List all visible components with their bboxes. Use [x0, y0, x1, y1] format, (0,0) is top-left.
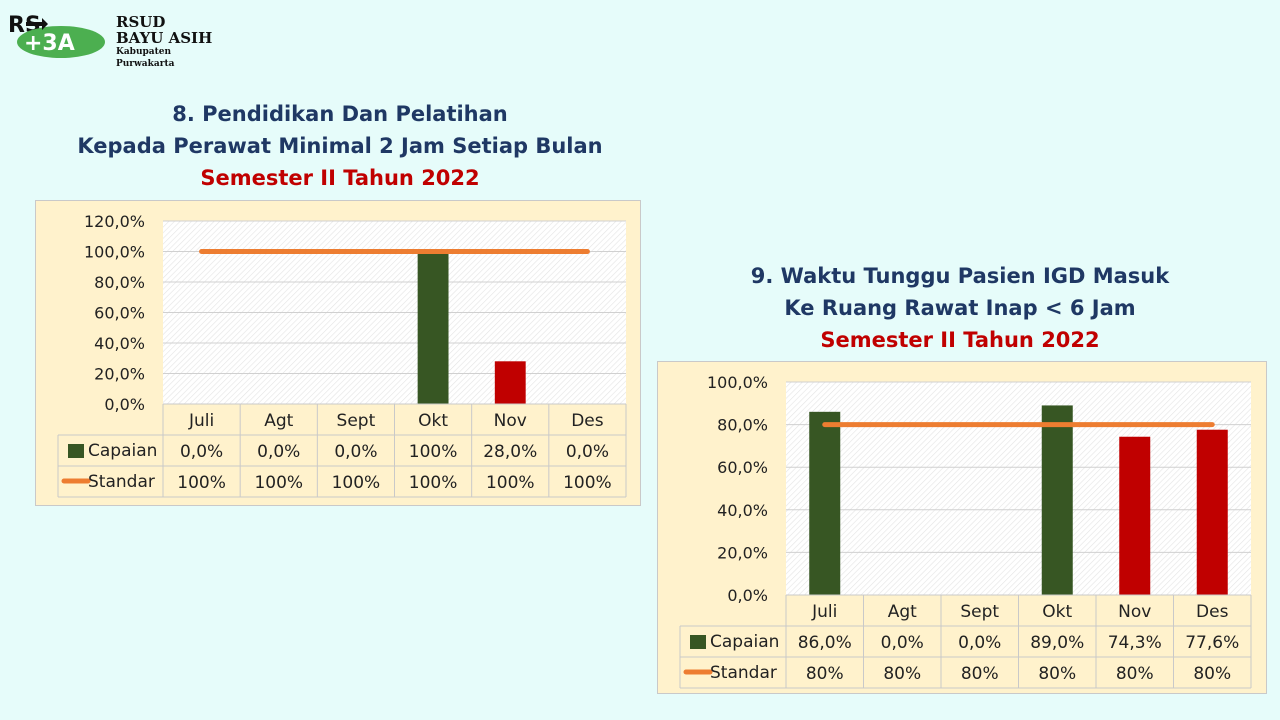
- chart2-bar-okt: [1041, 405, 1073, 595]
- chart1-standar-value: 100%: [409, 473, 458, 493]
- chart1-bar-nov: [494, 361, 526, 404]
- chart2-title-line1: 9. Waktu Tunggu Pasien IGD Masuk: [750, 264, 1170, 288]
- chart2-xtick-label: Agt: [888, 602, 917, 622]
- chart1-svg: 0,0% 20,0% 40,0% 60,0% 80,0% 100,0% 120,0% Juli…: [57, 212, 627, 498]
- chart1-subtitle: Semester II Tahun 2022: [200, 166, 480, 190]
- chart2-capaian-value: 86,0%: [798, 633, 852, 653]
- logo-line3: Kabupaten Purwakarta: [116, 47, 175, 69]
- chart2-capaian-value: 0,0%: [881, 633, 924, 653]
- svg-text:+3A: +3A: [24, 31, 75, 56]
- chart1-title-line1: 8. Pendidikan Dan Pelatihan: [172, 102, 508, 126]
- chart1-ytick-label: 0,0%: [104, 395, 145, 414]
- chart2-panel: 0,0% 20,0% 40,0% 60,0% 80,0% 100,0% Juli 86,0% 8…: [657, 361, 1267, 694]
- hospital-logo: RS +3A RSUD BAYU ASIH Kabupaten Purwakar…: [6, 10, 226, 69]
- chart2-svg: 0,0% 20,0% 40,0% 60,0% 80,0% 100,0% Juli 86,0% 8…: [679, 373, 1252, 689]
- chart1-xtick-label: Nov: [494, 411, 527, 431]
- chart1-xtick-label: Des: [571, 411, 604, 431]
- chart1-standar-value: 100%: [486, 473, 535, 493]
- chart2-standar-value: 80%: [1193, 664, 1231, 684]
- chart2-ytick-label: 80,0%: [717, 416, 768, 435]
- chart1-xtick-label: Okt: [418, 411, 448, 431]
- chart1-capaian-value: 28,0%: [483, 442, 537, 462]
- chart1-standar-value: 100%: [177, 473, 226, 493]
- chart2-legend-capaian-swatch: [690, 635, 706, 649]
- chart1-ytick-label: 80,0%: [94, 273, 145, 292]
- chart1-xtick-label: Agt: [264, 411, 293, 431]
- chart1-ytick-label: 100,0%: [84, 243, 145, 262]
- chart2-xtick-label: Juli: [811, 602, 837, 622]
- chart2-xtick-label: Sept: [960, 602, 999, 622]
- chart2-title-line2: Ke Ruang Rawat Inap < 6 Jam: [784, 296, 1136, 320]
- chart1-capaian-value: 0,0%: [334, 442, 377, 462]
- chart2-standar-value: 80%: [1116, 664, 1154, 684]
- chart1-capaian-value: 0,0%: [257, 442, 300, 462]
- chart2-bar-juli: [809, 411, 841, 595]
- chart2-plot-area: [786, 382, 1251, 595]
- chart2-ytick-label: 20,0%: [717, 543, 768, 562]
- chart2-ytick-label: 60,0%: [717, 458, 768, 477]
- chart1-ytick-label: 120,0%: [84, 212, 145, 231]
- chart2-legend-standar-label: Standar: [710, 663, 777, 683]
- chart2-subtitle: Semester II Tahun 2022: [820, 328, 1100, 352]
- chart2-xtick-label: Nov: [1118, 602, 1151, 622]
- chart1-standar-value: 100%: [332, 473, 381, 493]
- chart1-capaian-value: 0,0%: [566, 442, 609, 462]
- logo-line2: BAYU ASIH: [116, 29, 213, 47]
- chart2-title: 9. Waktu Tunggu Pasien IGD Masuk Ke Ruan…: [680, 260, 1240, 356]
- chart1-standar-value: 100%: [563, 473, 612, 493]
- chart2-xtick-label: Des: [1196, 602, 1229, 622]
- chart1-legend-standar-label: Standar: [88, 472, 155, 492]
- chart2-bar-des: [1196, 429, 1228, 595]
- chart2-standar-value: 80%: [806, 664, 844, 684]
- logo-line1: RSUD: [116, 13, 166, 31]
- chart2-capaian-value: 0,0%: [958, 633, 1001, 653]
- chart2-capaian-value: 74,3%: [1108, 633, 1162, 653]
- chart1-bar-okt: [417, 251, 449, 404]
- chart2-ytick-label: 100,0%: [707, 373, 768, 392]
- chart1-ytick-label: 20,0%: [94, 365, 145, 384]
- chart1-legend-capaian-label: Capaian: [88, 441, 157, 461]
- chart2-standar-value: 80%: [883, 664, 921, 684]
- chart2-ytick-label: 0,0%: [727, 586, 768, 605]
- rs-bayu-asih-logo-icon: RS +3A: [8, 13, 105, 58]
- chart2-standar-value: 80%: [1038, 664, 1076, 684]
- chart2-legend-capaian-label: Capaian: [710, 632, 779, 652]
- chart1-ytick-label: 60,0%: [94, 304, 145, 323]
- chart1-capaian-value: 100%: [409, 442, 458, 462]
- chart2-capaian-value: 89,0%: [1030, 633, 1084, 653]
- chart1-title: 8. Pendidikan Dan Pelatihan Kepada Peraw…: [50, 98, 630, 194]
- chart1-xtick-label: Sept: [337, 411, 376, 431]
- chart1-standar-value: 100%: [254, 473, 303, 493]
- chart2-standar-value: 80%: [961, 664, 999, 684]
- chart1-panel: 0,0% 20,0% 40,0% 60,0% 80,0% 100,0% 120,0% Juli…: [35, 200, 641, 506]
- chart1-xtick-label: Juli: [188, 411, 214, 431]
- chart2-capaian-value: 77,6%: [1185, 633, 1239, 653]
- chart2-ytick-label: 40,0%: [717, 501, 768, 520]
- chart1-legend-capaian-swatch: [68, 444, 84, 458]
- chart1-title-line2: Kepada Perawat Minimal 2 Jam Setiap Bula…: [77, 134, 603, 158]
- chart1-ytick-label: 40,0%: [94, 334, 145, 353]
- chart2-bar-nov: [1119, 436, 1151, 595]
- chart1-capaian-value: 0,0%: [180, 442, 223, 462]
- chart2-xtick-label: Okt: [1042, 602, 1072, 622]
